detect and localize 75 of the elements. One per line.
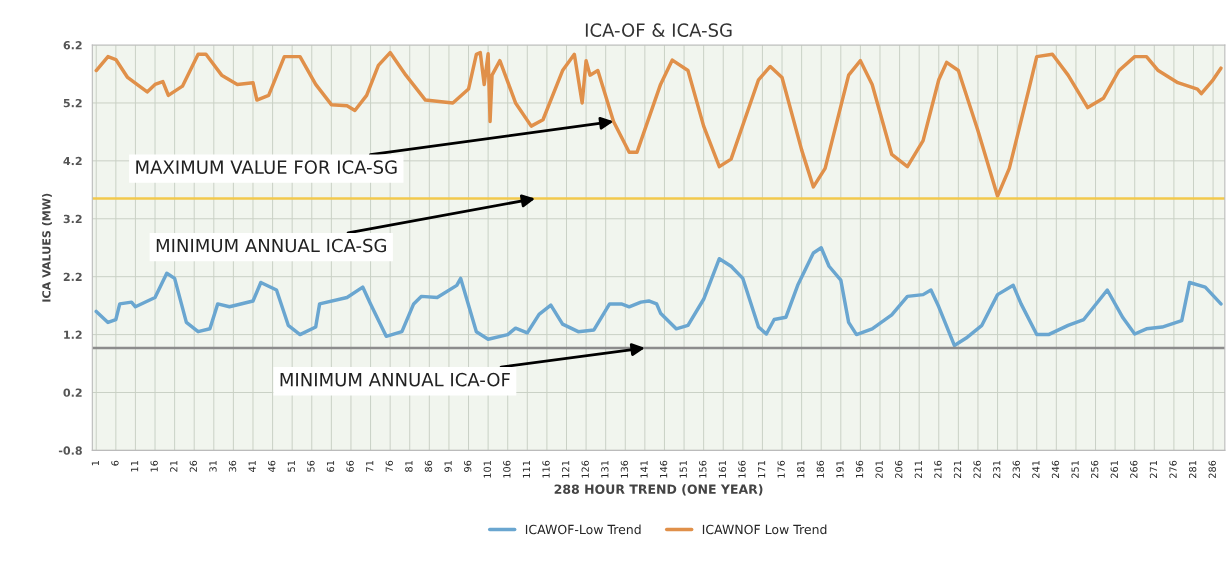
- x-tick-label: 246: [1051, 460, 1060, 478]
- line-series: [94, 50, 1223, 198]
- y-tick-label: 0.2: [63, 388, 82, 397]
- x-tick-label: 176: [777, 460, 785, 478]
- x-tick-label: 166: [738, 460, 746, 478]
- x-tick-label: 281: [1188, 461, 1197, 478]
- x-tick-label: 81: [405, 461, 413, 472]
- y-tick-label: -0.8: [58, 446, 82, 455]
- x-tick-label: 186: [816, 460, 825, 478]
- x-tick-label: 206: [895, 460, 903, 478]
- y-axis-title: ICA VALUES (MW): [42, 193, 52, 302]
- annotation: MINIMUM ANNUAL ICA-SG: [156, 238, 386, 253]
- x-tick-label: 76: [385, 460, 393, 472]
- x-tick-label: 21: [170, 461, 178, 472]
- legend-label: ICAWNOF Low Trend: [702, 524, 827, 535]
- x-tick-label: 46: [268, 460, 276, 473]
- annotation: MAXIMUM VALUE FOR ICA-SG: [136, 160, 397, 174]
- y-tick-label: 2.2: [63, 272, 82, 281]
- x-tick-label: 131: [601, 461, 609, 478]
- annotation: MINIMUM ANNUAL ICA-OF: [280, 372, 510, 387]
- x-tick-label: 116: [542, 460, 550, 478]
- x-tick-label: 56: [307, 460, 315, 472]
- x-tick-label: 191: [836, 461, 844, 478]
- chart-title: ICA-OF & ICA-SG: [585, 23, 732, 37]
- x-tick-label: 66: [346, 460, 354, 472]
- x-tick-label: 271: [1149, 461, 1157, 478]
- x-tick-label: 31: [209, 461, 217, 472]
- x-tick-label: 61: [326, 461, 335, 472]
- x-tick-label: 91: [444, 461, 452, 472]
- x-tick-label: 151: [679, 461, 687, 478]
- y-tick-label: 5.2: [63, 98, 82, 108]
- x-tick-label: 96: [463, 460, 472, 472]
- x-tick-label: 241: [1032, 461, 1040, 478]
- x-tick-label: 121: [561, 461, 570, 478]
- x-tick-label: 286: [1208, 460, 1216, 478]
- x-tick-label: 181: [797, 461, 805, 478]
- x-tick-label: 101: [483, 461, 491, 478]
- x-tick-label: 161: [718, 461, 727, 478]
- x-tick-label: 211: [914, 461, 922, 478]
- x-tick-label: 41: [248, 461, 256, 473]
- legend-label: ICAWOF-Low Trend: [525, 524, 641, 535]
- x-tick-label: 216: [934, 460, 942, 478]
- x-tick-label: 126: [581, 460, 589, 478]
- x-tick-label: 221: [953, 461, 962, 478]
- y-tick-label: 1.2: [64, 330, 82, 339]
- x-tick-label: 266: [1130, 460, 1138, 478]
- x-tick-label: 36: [228, 460, 237, 472]
- x-tick-label: 231: [993, 461, 1001, 478]
- y-tick-label: 3.2: [63, 214, 82, 224]
- x-tick-label: 136: [620, 460, 629, 478]
- x-tick-label: 256: [1090, 460, 1099, 478]
- y-tick-label: 4.2: [63, 156, 82, 166]
- x-tick-label: 106: [503, 460, 511, 478]
- x-tick-label: 196: [855, 460, 864, 478]
- x-tick-label: 146: [659, 460, 668, 478]
- x-tick-label: 1: [91, 461, 99, 466]
- x-tick-label: 201: [875, 461, 883, 478]
- x-tick-label: 276: [1169, 460, 1177, 478]
- x-tick-label: 226: [973, 460, 981, 478]
- x-tick-label: 51: [287, 461, 295, 472]
- x-tick-label: 156: [699, 460, 707, 478]
- x-tick-label: 16: [150, 460, 158, 472]
- x-tick-label: 171: [758, 461, 766, 478]
- x-tick-label: 86: [424, 460, 433, 472]
- x-tick-label: 11: [131, 461, 139, 472]
- x-tick-label: 71: [366, 461, 374, 472]
- x-axis-title: 288 HOUR TREND (ONE YEAR): [554, 484, 763, 496]
- x-tick-label: 111: [522, 461, 530, 478]
- x-tick-label: 261: [1110, 461, 1118, 478]
- x-tick-label: 6: [111, 460, 119, 466]
- x-tick-label: 141: [640, 461, 648, 478]
- x-tick-label: 236: [1012, 460, 1020, 478]
- x-tick-label: 251: [1071, 461, 1079, 478]
- y-tick-label: 6.2: [63, 41, 82, 50]
- x-tick-label: 26: [189, 460, 198, 472]
